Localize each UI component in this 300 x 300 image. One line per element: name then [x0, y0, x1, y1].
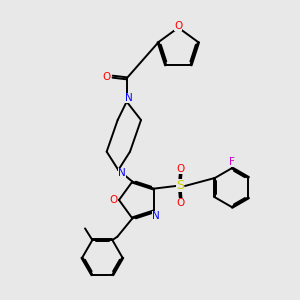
Text: N: N	[118, 168, 125, 178]
Text: O: O	[103, 72, 111, 82]
Text: N: N	[125, 93, 133, 103]
Text: F: F	[230, 157, 235, 166]
Text: N: N	[152, 212, 160, 221]
Text: O: O	[176, 164, 185, 174]
Text: O: O	[174, 21, 182, 31]
Text: O: O	[176, 198, 185, 208]
Text: O: O	[109, 195, 117, 205]
Text: S: S	[176, 179, 184, 193]
